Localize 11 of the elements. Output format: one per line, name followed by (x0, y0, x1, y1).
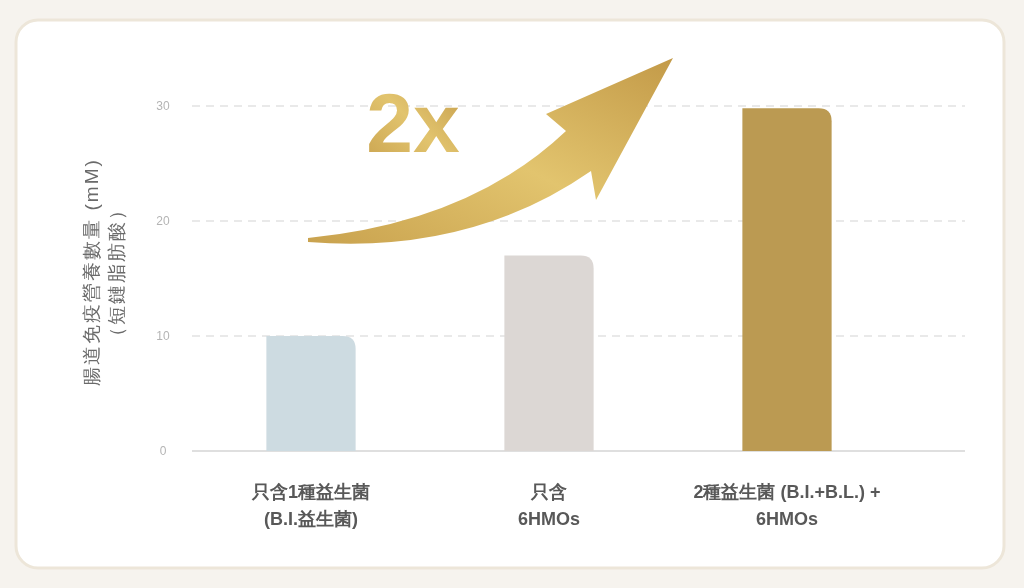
y-tick-label: 20 (156, 214, 170, 228)
y-tick-label: 30 (156, 99, 170, 113)
bar (266, 336, 356, 451)
x-tick-label: 2種益生菌 (B.I.+B.L.) + 6HMOs (693, 482, 881, 529)
x-tick-label: 只含1種益生菌 (B.I.益生菌) (250, 482, 371, 529)
y-tick-label: 0 (159, 444, 167, 458)
y-axis-title: 腸道免疫營養數量 (mM) （短鏈脂肪酸） (81, 158, 127, 386)
y-tick-label: 10 (156, 329, 170, 343)
x-tick-label: 只含 6HMOs (517, 482, 581, 529)
bar (742, 108, 832, 451)
annotation: 2x (366, 76, 460, 170)
